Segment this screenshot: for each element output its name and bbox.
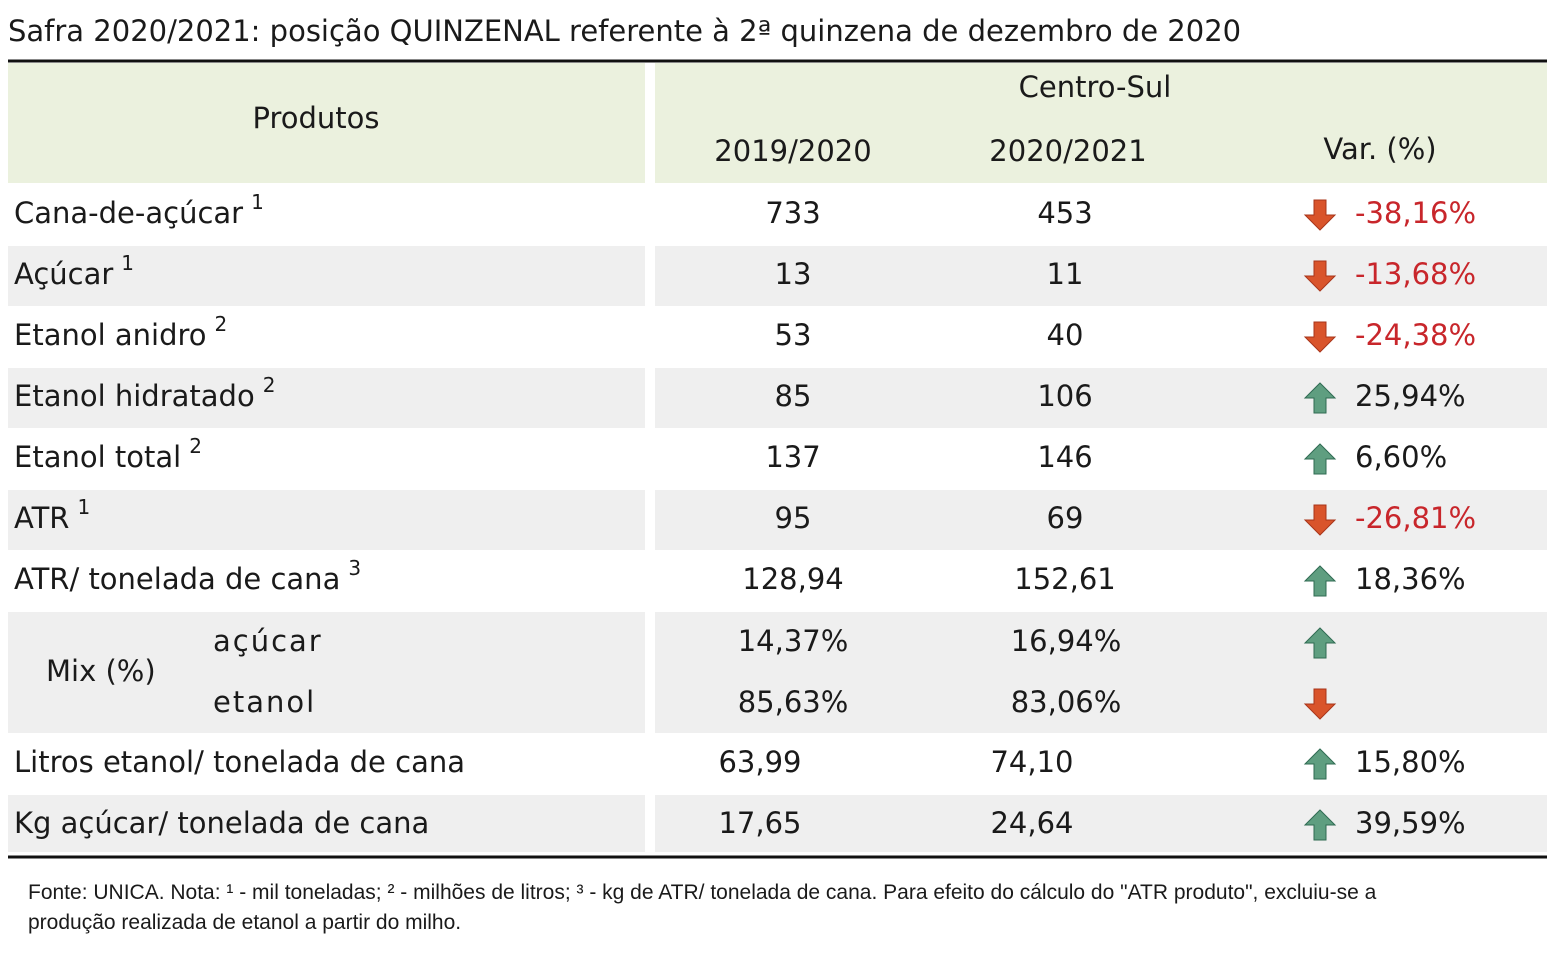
footnote-mark: 3	[348, 556, 361, 580]
label-text: Litros etanol/ tonelada de cana	[14, 745, 465, 779]
cell: 85,63%	[738, 685, 849, 719]
label-text: Etanol hidratado	[14, 379, 255, 413]
variation: 18,36%	[1355, 562, 1466, 596]
row-bg	[8, 795, 645, 852]
cell: 733	[765, 196, 820, 230]
cell: 63,99	[718, 745, 801, 779]
label-text: Açúcar	[14, 257, 113, 291]
row-bg	[8, 368, 645, 428]
sub-label: etanol	[213, 685, 316, 719]
label-text: Cana-de-açúcar	[14, 196, 243, 230]
cell: 146	[1037, 440, 1092, 474]
row-bg	[8, 246, 645, 306]
row-label: Cana-de-açúcar 1	[14, 190, 264, 231]
trend-arrow	[1303, 688, 1337, 720]
trend-arrow	[1303, 809, 1337, 841]
row-bg	[655, 612, 1547, 733]
row-bg	[655, 490, 1547, 550]
label-text: Etanol total	[14, 440, 181, 474]
table: Safra 2020/2021: posição QUINZENAL refer…	[8, 14, 1547, 859]
header-col: Var. (%)	[1323, 132, 1436, 166]
row-bg	[8, 612, 645, 733]
trend-arrow	[1303, 443, 1337, 475]
variation: 25,94%	[1355, 379, 1466, 413]
label-text: ATR/ tonelada de cana	[14, 562, 340, 596]
sub-label: açúcar	[213, 624, 323, 658]
cell: 14,37%	[738, 624, 849, 658]
cell: 128,94	[742, 562, 843, 596]
variation: 39,59%	[1355, 806, 1466, 840]
variation: -13,68%	[1355, 257, 1476, 291]
variation: 6,60%	[1355, 440, 1447, 474]
row-bg	[655, 795, 1547, 852]
trend-arrow	[1303, 260, 1337, 292]
cell: 24,64	[990, 806, 1073, 840]
trend-arrow	[1303, 565, 1337, 597]
trend-arrow	[1303, 504, 1337, 536]
footnote-mark: 1	[251, 190, 264, 214]
cell: 40	[1047, 318, 1084, 352]
trend-arrow	[1303, 199, 1337, 231]
cell: 453	[1037, 196, 1092, 230]
row-label: ATR 1	[14, 495, 90, 536]
cell: 69	[1047, 501, 1084, 535]
label-text: Kg açúcar/ tonelada de cana	[14, 806, 429, 840]
table-body: Cana-de-açúcar 1 733 453 -38,16%Açúcar 1 13 11-…	[8, 190, 1547, 852]
footnote-mark: 1	[121, 251, 134, 275]
header-bg	[8, 63, 645, 183]
row-bg	[655, 368, 1547, 428]
row-label: Kg açúcar/ tonelada de cana	[14, 806, 429, 840]
footnote-mark: 1	[77, 495, 90, 519]
trend-arrow	[1303, 627, 1337, 659]
cell: 85	[775, 379, 812, 413]
title: Safra 2020/2021: posição QUINZENAL refer…	[8, 14, 1241, 48]
trend-arrow	[1303, 748, 1337, 780]
variation: -38,16%	[1355, 196, 1476, 230]
cell: 53	[775, 318, 812, 352]
cell: 137	[765, 440, 820, 474]
row-label: Etanol hidratado 2	[14, 373, 275, 414]
footnote-mark: 2	[189, 434, 202, 458]
row-label: Etanol total 2	[14, 434, 202, 475]
header-products: Produtos	[252, 101, 379, 135]
row-label: Etanol anidro 2	[14, 312, 227, 353]
row-label: Açúcar 1	[14, 251, 134, 292]
row-bg	[655, 246, 1547, 306]
header-col: 2019/2020	[714, 134, 871, 168]
cell: 152,61	[1014, 562, 1115, 596]
row-label: Mix (%)	[46, 654, 156, 688]
header-region: Centro-Sul	[1019, 70, 1172, 104]
cell: 83,06%	[1011, 685, 1122, 719]
header-bg	[655, 63, 1547, 183]
label-text: ATR	[14, 501, 69, 535]
footnote-mark: 2	[263, 373, 276, 397]
footer: Fonte: UNICA. Nota: ¹ - mil toneladas; ²…	[28, 881, 1377, 934]
row-label: Litros etanol/ tonelada de cana	[14, 745, 465, 779]
cell: 13	[775, 257, 812, 291]
cell: 11	[1047, 257, 1084, 291]
variation: 15,80%	[1355, 745, 1466, 779]
cell: 106	[1037, 379, 1092, 413]
cell: 17,65	[718, 806, 801, 840]
variation: -26,81%	[1355, 501, 1476, 535]
variation: -24,38%	[1355, 318, 1476, 352]
footnote-mark: 2	[215, 312, 228, 336]
row-bg	[8, 490, 645, 550]
row-label: ATR/ tonelada de cana 3	[14, 556, 361, 597]
cell: 95	[775, 501, 812, 535]
trend-arrow	[1303, 382, 1337, 414]
label-text: Etanol anidro	[14, 318, 207, 352]
header-col: 2020/2021	[989, 134, 1146, 168]
cell: 16,94%	[1011, 624, 1122, 658]
trend-arrow	[1303, 321, 1337, 353]
cell: 74,10	[990, 745, 1073, 779]
